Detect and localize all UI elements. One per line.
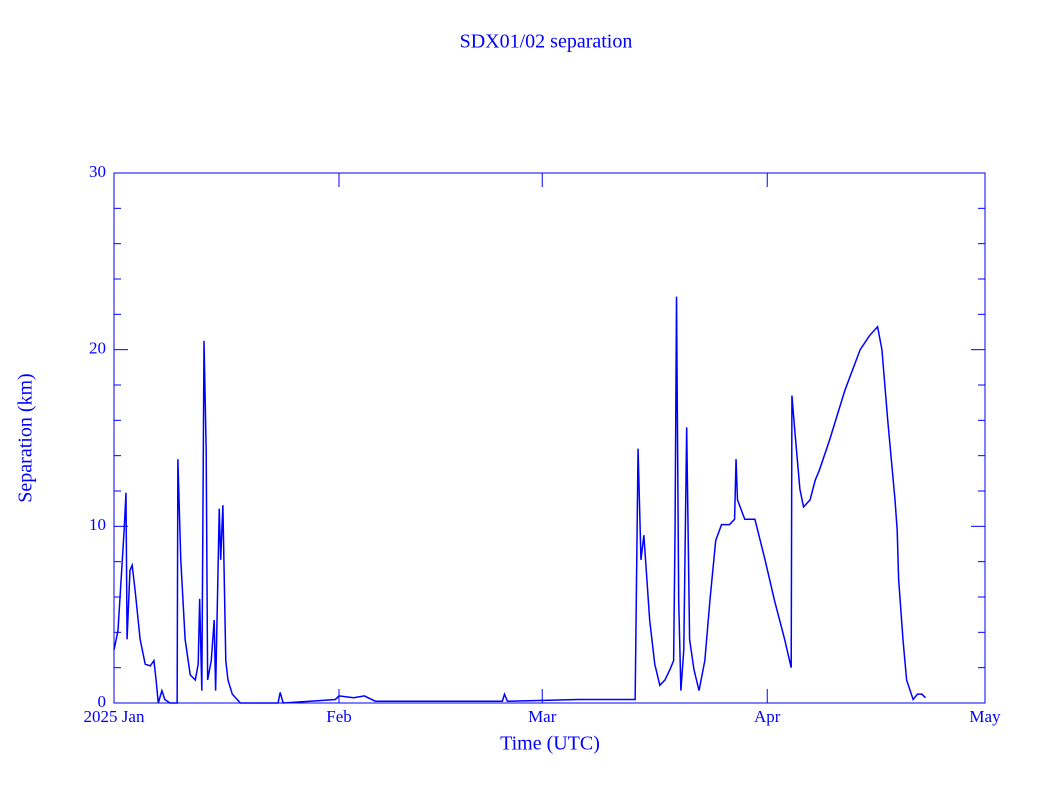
x-tick-label: Feb [326, 707, 352, 726]
x-tick-label: May [969, 707, 1001, 726]
chart-title: SDX01/02 separation [460, 31, 633, 53]
x-tick-label: Mar [528, 707, 557, 726]
y-tick-label: 30 [89, 162, 106, 181]
x-tick-label: 2025 Jan [84, 707, 145, 726]
y-tick-label: 0 [98, 692, 107, 711]
y-axis-label: Separation (km) [15, 373, 37, 502]
y-tick-label: 10 [89, 515, 106, 534]
x-tick-label: Apr [754, 707, 781, 726]
y-tick-label: 20 [89, 339, 106, 358]
plot-frame [113, 172, 986, 704]
data-line [113, 296, 927, 704]
x-axis-label: Time (UTC) [500, 733, 600, 755]
